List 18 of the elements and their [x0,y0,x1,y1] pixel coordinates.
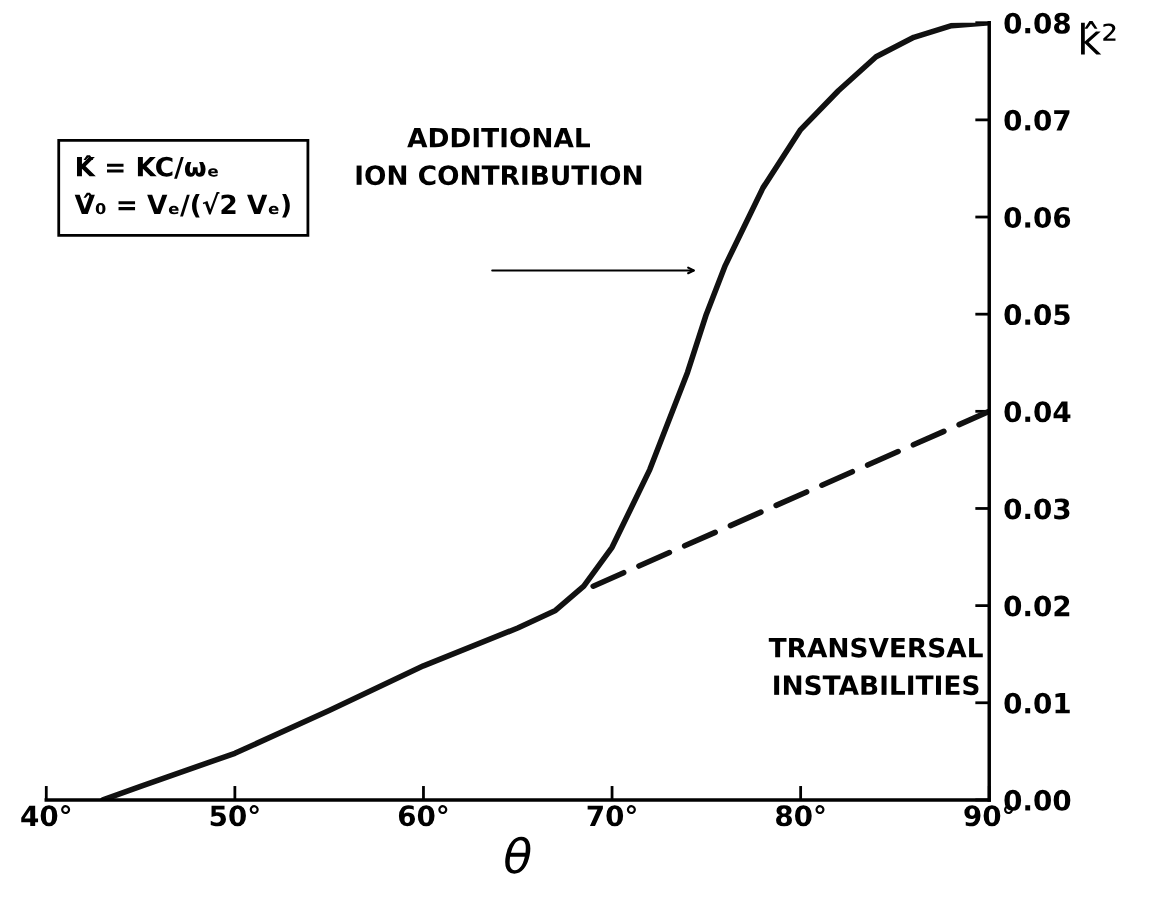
y-tick-label: 0.05 [1004,304,1070,326]
x-tick-label: 40° [21,805,71,827]
x-axis-title: θ [505,836,531,874]
annotation: ADDITIONAL ION CONTRIBUTION [356,127,642,186]
y-axis-title: k̂² [1081,21,1116,55]
y-tick-label: 0.03 [1004,498,1070,520]
x-tick-label: 60° [398,805,448,827]
y-tick-label: 0.08 [1004,12,1070,34]
y-tick-label: 0.04 [1004,401,1071,423]
x-tick-label: 70° [587,805,636,827]
x-tick-label: 50° [210,805,259,827]
x-tick-label: 80° [776,805,825,827]
y-tick-label: 0.01 [1004,692,1070,714]
annotation: TRANSVERSAL INSTABILITIES [768,637,983,696]
y-tick-label: 0.06 [1004,206,1071,228]
y-tick-label: 0.02 [1004,595,1070,617]
y-tick-label: 0.07 [1004,109,1070,131]
annotation: K̂ = KC/ωₑ V̂₀ = Vₑ/(√2 Vₑ) [74,155,290,218]
